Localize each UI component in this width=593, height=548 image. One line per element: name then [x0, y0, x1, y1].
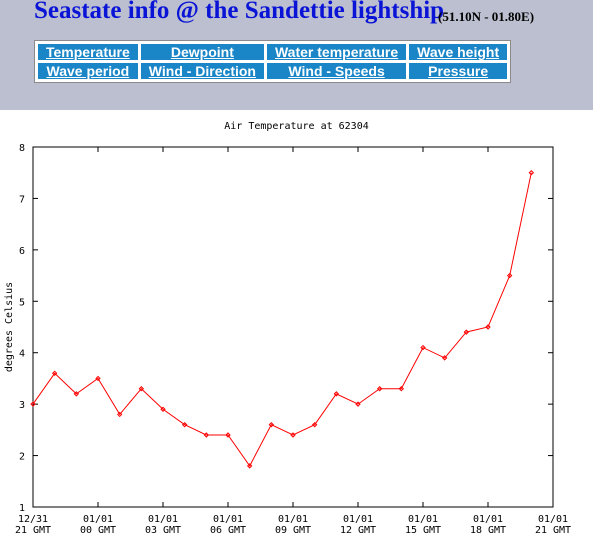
station-coordinates: (51.10N - 01.80E)	[438, 9, 535, 24]
nav-link-pressure[interactable]: Pressure	[409, 63, 508, 79]
x-tick-label: 01/01	[538, 514, 568, 525]
plot-frame	[32, 146, 554, 508]
x-tick-label: 01/01	[408, 514, 438, 525]
data-point	[160, 406, 166, 412]
data-point	[73, 391, 80, 397]
y-tick-label: 1	[19, 503, 25, 514]
parameter-nav: Temperature Dewpoint Water temperature W…	[34, 40, 512, 83]
data-point	[355, 401, 361, 407]
x-tick-label: 09 GMT	[275, 525, 311, 536]
chart-area: Air Temperature at 62304 1 2 3 4 5 6 7 8 12/31 21…	[0, 112, 593, 548]
x-tick-label: 03 GMT	[145, 525, 181, 536]
data-point	[225, 432, 231, 438]
y-axis-label: degrees Celsius	[4, 282, 15, 372]
x-tick-label: 21 GMT	[535, 525, 571, 536]
x-tick-label: 01/01	[343, 514, 373, 525]
nav-link-temperature[interactable]: Temperature	[38, 44, 138, 60]
nav-link-wave-period[interactable]: Wave period	[38, 63, 138, 79]
data-point	[485, 324, 491, 330]
x-tick-label: 00 GMT	[80, 525, 116, 536]
nav-link-wave-height[interactable]: Wave height	[409, 44, 508, 60]
x-tick-label: 01/01	[148, 514, 178, 525]
data-point	[268, 422, 275, 428]
data-point	[30, 401, 36, 407]
nav-link-water-temperature[interactable]: Water temperature	[266, 44, 407, 60]
data-point	[420, 344, 426, 351]
data-point	[333, 391, 340, 397]
chart-title: Air Temperature at 62304	[224, 121, 369, 132]
data-point	[181, 422, 188, 428]
y-tick-label: 4	[19, 349, 25, 360]
data-point	[311, 422, 318, 428]
data-point	[376, 386, 383, 392]
data-point	[463, 329, 470, 335]
x-tick-label: 06 GMT	[210, 525, 246, 536]
nav-row: Wave period Wind - Direction Wind - Spee…	[38, 63, 508, 79]
data-point	[138, 386, 145, 392]
y-tick-label: 5	[19, 297, 25, 308]
data-point	[246, 463, 253, 469]
data-point	[95, 375, 101, 382]
x-tick-label: 18 GMT	[470, 525, 506, 536]
data-point	[203, 432, 210, 438]
x-tick-label: 01/01	[83, 514, 113, 525]
series-line	[32, 172, 532, 467]
data-point	[528, 170, 535, 176]
x-tick-label: 01/01	[278, 514, 308, 525]
x-tick-label: 15 GMT	[405, 525, 441, 536]
nav-link-wind-speeds[interactable]: Wind - Speeds	[266, 63, 407, 79]
data-point	[441, 355, 448, 361]
nav-row: Temperature Dewpoint Water temperature W…	[38, 44, 508, 60]
page-title: Seastate info @ the Sandettie lightship	[34, 0, 445, 24]
data-point	[398, 386, 405, 392]
y-tick-label: 6	[19, 246, 25, 257]
y-tick-label: 8	[19, 143, 25, 154]
y-tick-label: 7	[19, 194, 25, 205]
page-header: Seastate info @ the Sandettie lightship …	[0, 0, 593, 110]
y-tick-label: 2	[19, 452, 25, 463]
data-point	[51, 370, 58, 376]
x-tick-label: 12 GMT	[340, 525, 376, 536]
x-tick-label: 12/31	[18, 514, 48, 525]
data-point	[506, 272, 513, 279]
x-tick-label: 01/01	[213, 514, 243, 525]
data-point	[116, 411, 123, 418]
x-tick-label: 21 GMT	[15, 525, 51, 536]
y-tick-label: 3	[19, 400, 25, 411]
nav-link-wind-direction[interactable]: Wind - Direction	[140, 63, 264, 79]
x-tick-label: 01/01	[473, 514, 503, 525]
data-point	[290, 432, 296, 438]
nav-link-dewpoint[interactable]: Dewpoint	[140, 44, 264, 60]
